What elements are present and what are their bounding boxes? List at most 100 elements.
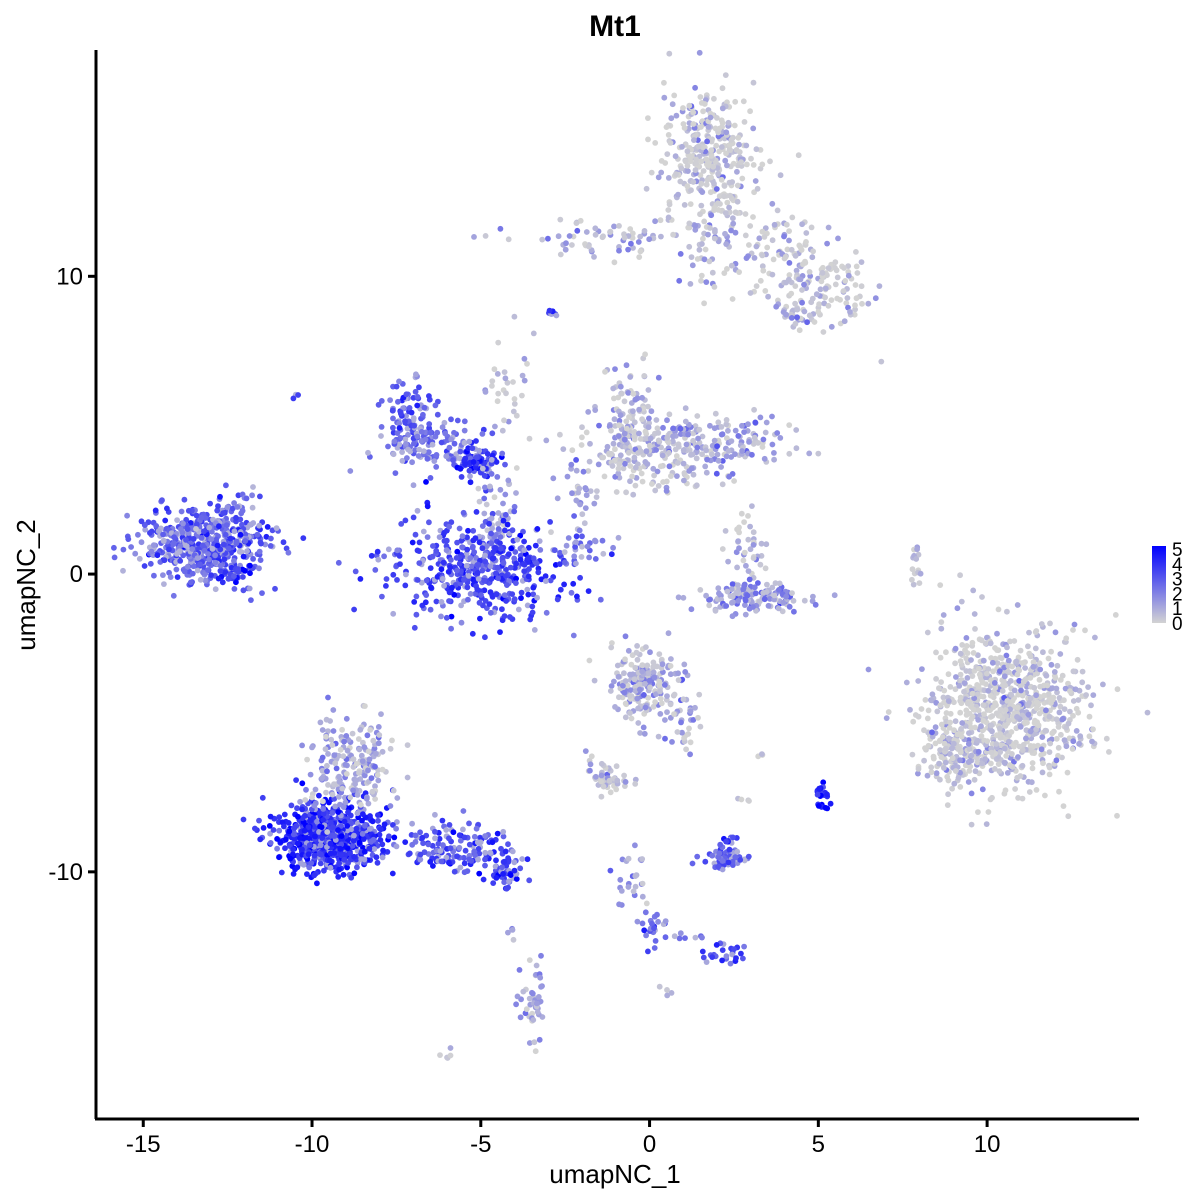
- cell-point: [615, 433, 622, 439]
- cell-point: [786, 422, 793, 428]
- cell-point: [952, 718, 959, 725]
- cell-point: [183, 537, 189, 543]
- cell-point: [678, 165, 685, 172]
- cell-point: [707, 225, 713, 231]
- cell-point: [746, 439, 752, 445]
- cell-point: [257, 836, 264, 843]
- cell-point: [443, 537, 450, 544]
- cell-point: [309, 794, 315, 801]
- cell-point: [466, 467, 473, 474]
- cell-point: [677, 251, 684, 257]
- cell-point: [692, 704, 698, 711]
- cell-point: [685, 168, 691, 175]
- cell-point: [747, 223, 754, 229]
- cell-point: [448, 436, 455, 443]
- cell-point: [366, 826, 373, 832]
- cell-point: [336, 860, 342, 867]
- cell-point: [736, 149, 743, 155]
- cell-point: [194, 567, 201, 574]
- cell-point: [753, 243, 760, 250]
- cell-point: [635, 239, 642, 245]
- cell-point: [642, 459, 649, 465]
- cell-point: [482, 558, 489, 565]
- cell-point: [1027, 728, 1034, 735]
- cell-point: [385, 546, 392, 553]
- cell-point: [159, 497, 165, 504]
- cell-point: [389, 870, 396, 877]
- cell-point: [636, 681, 643, 688]
- cell-point: [657, 463, 664, 470]
- cell-point: [756, 235, 763, 242]
- cell-point: [806, 450, 813, 457]
- cell-point: [1015, 666, 1022, 673]
- cell-point: [248, 597, 254, 603]
- cell-point: [598, 778, 604, 785]
- cell-point: [669, 739, 675, 745]
- cell-point: [578, 554, 585, 560]
- cell-point: [352, 568, 359, 575]
- cell-point: [707, 189, 714, 196]
- cell-point: [502, 527, 508, 534]
- cell-point: [220, 541, 227, 548]
- cell-point: [249, 504, 256, 511]
- cell-point: [925, 707, 932, 714]
- cell-point: [674, 460, 681, 466]
- cell-point: [681, 125, 688, 131]
- cell-point: [979, 786, 986, 793]
- cell-point: [424, 534, 431, 540]
- cell-point: [750, 214, 756, 220]
- cell-point: [608, 551, 615, 558]
- cell-point: [209, 528, 215, 535]
- cell-point: [654, 468, 661, 475]
- cell-point: [665, 207, 672, 213]
- cell-point: [622, 714, 629, 721]
- cell-point: [342, 799, 349, 806]
- cell-point: [538, 576, 545, 583]
- cell-point: [705, 231, 711, 238]
- cell-point: [470, 459, 477, 465]
- cell-point: [674, 729, 681, 735]
- cell-point: [337, 746, 344, 753]
- cell-point: [411, 422, 417, 429]
- cell-point: [724, 266, 730, 272]
- cell-point: [681, 202, 688, 208]
- cell-point: [304, 756, 310, 763]
- cell-point: [752, 178, 759, 184]
- cell-point: [512, 549, 519, 555]
- cell-point: [147, 530, 153, 536]
- cell-point: [476, 498, 483, 505]
- cell-point: [715, 170, 721, 177]
- cell-point: [256, 522, 263, 529]
- cell-point: [416, 446, 423, 453]
- cell-point: [834, 274, 841, 281]
- cell-point: [403, 571, 409, 578]
- cell-point: [680, 105, 686, 111]
- cell-point: [125, 536, 132, 542]
- cell-point: [395, 398, 401, 405]
- cell-point: [696, 426, 703, 433]
- cell-point: [664, 417, 670, 424]
- cell-point: [729, 599, 735, 606]
- cell-point: [722, 157, 729, 164]
- cell-point: [743, 255, 750, 261]
- cell-point: [631, 676, 638, 683]
- cell-point: [199, 542, 206, 549]
- cell-point: [749, 451, 755, 458]
- cell-point: [434, 429, 441, 436]
- cell-point: [433, 452, 440, 458]
- cell-point: [550, 475, 557, 482]
- cell-point: [946, 735, 952, 742]
- cell-point: [725, 448, 732, 454]
- cell-point: [357, 801, 364, 808]
- cell-point: [1060, 803, 1067, 809]
- cell-point: [454, 539, 460, 546]
- cell-point: [510, 379, 516, 385]
- cell-point: [464, 546, 471, 553]
- cell-point: [336, 866, 343, 873]
- cell-point: [719, 458, 726, 464]
- cell-point: [1057, 677, 1064, 683]
- cell-point: [375, 812, 381, 818]
- cell-point: [615, 394, 622, 401]
- cell-point: [1004, 644, 1010, 651]
- cell-point: [633, 475, 640, 481]
